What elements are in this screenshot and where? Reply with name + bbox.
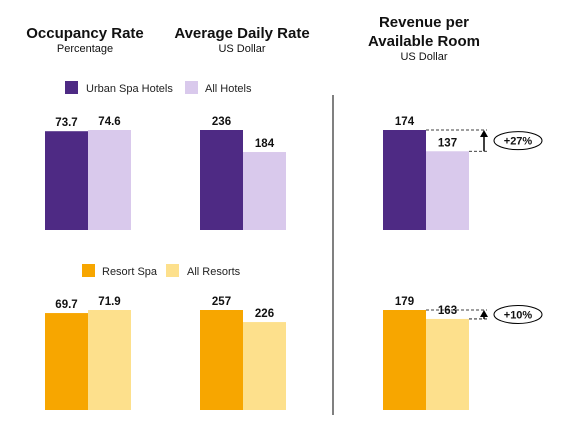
adr-title: Average Daily Rate	[174, 25, 309, 42]
revpar-title-line1: Revenue per	[379, 14, 469, 31]
legend-resort-spa-label: Resort Spa	[102, 266, 158, 278]
legend-all-hotels-swatch	[185, 81, 198, 94]
delta-badge	[493, 131, 543, 151]
occupancy-title: Occupancy Rate	[26, 25, 144, 42]
occupancy-subtitle: Percentage	[57, 43, 113, 55]
bar-resort-0-1	[88, 310, 131, 410]
bar-urban-2-0	[383, 130, 426, 230]
bar-urban-0-1	[88, 130, 131, 230]
revpar-subtitle: US Dollar	[400, 51, 447, 63]
bar-urban-2-1	[426, 151, 469, 230]
bar-value-label: 74.6	[98, 116, 120, 128]
bar-urban-0-0	[45, 131, 88, 230]
bar-value-label: 73.7	[55, 117, 77, 129]
bar-value-label: 137	[438, 137, 457, 149]
bar-value-label: 174	[395, 116, 415, 128]
bar-value-label: 226	[255, 308, 274, 320]
bar-resort-0-0	[45, 313, 88, 410]
bar-value-label: 71.9	[98, 296, 120, 308]
bar-resort-1-1	[243, 322, 286, 410]
bar-urban-1-0	[200, 130, 243, 230]
bars-layer: 73.7 74.6 236 184 174 137 +27% 69.7 71.9 257 226 17…	[45, 116, 543, 410]
bar-value-label: 69.7	[55, 299, 77, 311]
adr-subtitle: US Dollar	[218, 43, 265, 55]
arrow-up-icon	[480, 310, 488, 317]
revpar-title-line2: Available Room	[368, 33, 480, 50]
bar-value-label: 184	[255, 138, 275, 150]
legend-urban-spa-label: Urban Spa Hotels	[86, 83, 173, 95]
bar-value-label: 163	[438, 305, 457, 317]
bar-urban-1-1	[243, 152, 286, 230]
delta-label: +27%	[504, 136, 533, 148]
legend-all-resorts-label: All Resorts	[187, 266, 241, 278]
bar-value-label: 257	[212, 296, 231, 308]
delta-label: +10%	[504, 309, 533, 321]
bar-resort-1-0	[200, 310, 243, 410]
legend-urban-spa-swatch	[65, 81, 78, 94]
bar-resort-2-1	[426, 318, 469, 410]
delta-badge	[493, 304, 543, 324]
legend-all-hotels-label: All Hotels	[205, 83, 252, 95]
legend-resort-spa-swatch	[82, 264, 95, 277]
bar-value-label: 236	[212, 116, 231, 128]
legend-all-resorts-swatch	[166, 264, 179, 277]
arrow-up-icon	[480, 130, 488, 137]
bar-resort-2-0	[383, 310, 426, 410]
bar-value-label: 179	[395, 296, 414, 308]
